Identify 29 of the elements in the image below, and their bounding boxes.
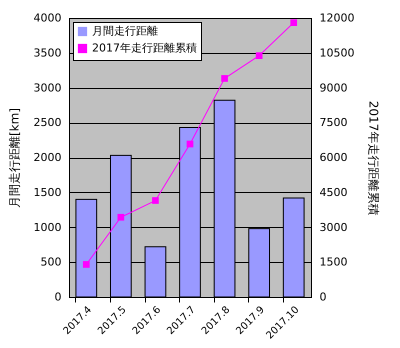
y-tick-label: 4000 [34,12,62,24]
y-tick-label: 2000 [34,151,62,164]
y2-tick-label: 12000 [320,12,354,24]
legend-label: 月間走行距離 [92,24,158,38]
point [256,52,262,60]
y-tick-label: 500 [40,256,62,269]
y2-tick-label: 3000 [320,220,348,234]
y-tick-label: 3500 [34,46,62,60]
point [118,214,124,221]
y-tick-label: 0 [54,290,62,304]
point [221,75,228,82]
y2-tick-label: 0 [320,290,326,304]
point [290,19,298,26]
y2-tick-label: 7500 [320,116,348,130]
y-axis-title: 月間走行距離[km] [8,108,22,208]
y-tick-label: 1000 [34,220,62,234]
y2-tick-label: 10500 [320,46,354,60]
point [152,197,159,204]
y-tick-label: 3000 [34,81,62,94]
y2-tick-label: 9000 [320,81,348,94]
y2-axis-title: 2017年走行距離累積 [366,100,380,216]
y-tick-label: 2500 [34,116,62,130]
point [82,261,90,268]
y2-tick-label: 1500 [320,256,348,269]
point [186,140,194,148]
y2-tick-label: 4500 [320,186,348,199]
y-tick-label: 1500 [34,186,62,199]
y2-tick-label: 6000 [320,151,348,164]
legend-label: 2017年走行距離累積 [92,42,197,54]
